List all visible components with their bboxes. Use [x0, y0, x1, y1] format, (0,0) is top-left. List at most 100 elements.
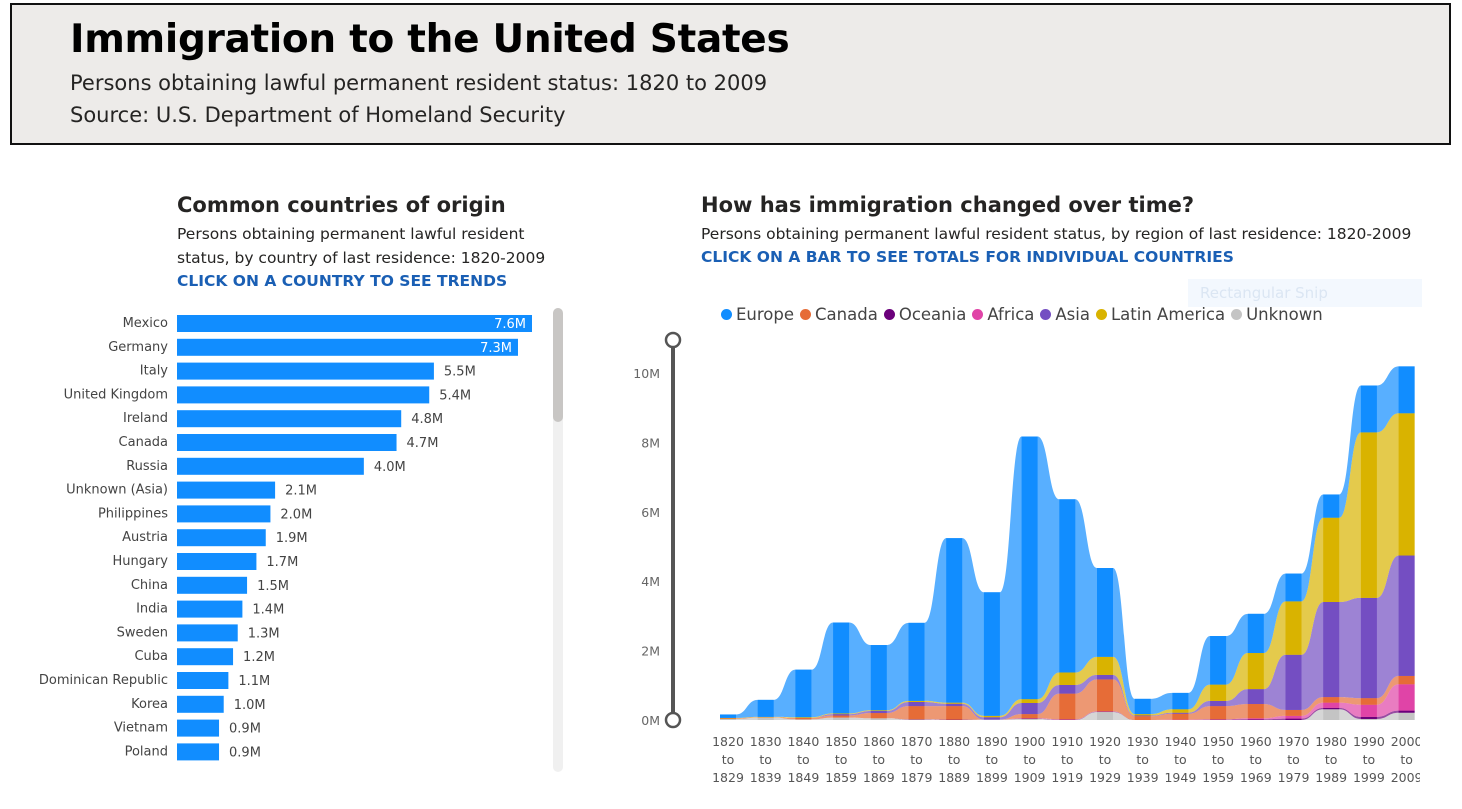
bar-category-label[interactable]: Ireland [123, 411, 168, 426]
segment-canada[interactable] [795, 717, 812, 720]
bar-category-label[interactable]: Sweden [117, 625, 168, 640]
segment-asia[interactable] [1172, 712, 1189, 714]
legend-item-oceania[interactable]: Oceania [883, 305, 966, 324]
segment-europe[interactable] [1285, 573, 1302, 602]
segment-europe[interactable] [720, 714, 736, 718]
bar-philippines[interactable] [177, 505, 271, 523]
segment-latin-america[interactable] [908, 700, 925, 702]
legend-item-latin-america[interactable]: Latin America [1095, 305, 1225, 324]
legend-item-unknown[interactable]: Unknown [1231, 305, 1323, 324]
segment-latin-america[interactable] [1172, 709, 1189, 713]
ribbon-unknown[interactable] [720, 709, 1415, 720]
legend-item-europe[interactable]: Europe [721, 305, 794, 324]
segment-africa[interactable] [1247, 718, 1264, 720]
bar-category-label[interactable]: Austria [122, 530, 168, 545]
segment-europe[interactable] [757, 699, 774, 717]
bar-category-label[interactable]: India [136, 602, 168, 617]
segment-unknown[interactable] [1021, 718, 1038, 720]
bar-category-label[interactable]: Vietnam [114, 721, 168, 736]
segment-canada[interactable] [1210, 706, 1227, 720]
segment-africa[interactable] [1285, 715, 1302, 719]
segment-europe[interactable] [1247, 613, 1264, 654]
bar-india[interactable] [177, 600, 243, 618]
bar-category-label[interactable]: Italy [140, 364, 169, 379]
segment-asia[interactable] [1247, 689, 1264, 705]
segment-oceania[interactable] [1323, 707, 1340, 710]
segment-asia[interactable] [870, 710, 887, 714]
segment-europe[interactable] [946, 538, 963, 703]
bar-category-label[interactable]: Germany [108, 340, 168, 355]
segment-canada[interactable] [870, 713, 887, 719]
segment-latin-america[interactable] [983, 715, 1000, 718]
legend-item-canada[interactable]: Canada [800, 305, 878, 324]
bar-germany[interactable] [177, 338, 518, 356]
segment-unknown[interactable] [833, 717, 850, 720]
bar-korea[interactable] [177, 695, 224, 713]
segment-europe[interactable] [1097, 568, 1113, 657]
segment-canada[interactable] [1398, 675, 1415, 685]
segment-latin-america[interactable] [795, 717, 812, 718]
bar-unknown-asia-[interactable] [177, 481, 276, 499]
segment-canada[interactable] [1247, 704, 1264, 719]
segment-europe[interactable] [908, 622, 925, 701]
segment-canada[interactable] [1134, 716, 1151, 720]
segment-latin-america[interactable] [1134, 714, 1151, 716]
segment-latin-america[interactable] [946, 702, 963, 704]
segment-canada[interactable] [908, 706, 925, 720]
bar-category-label[interactable]: Cuba [134, 649, 168, 664]
bar-chart-scrollbar[interactable] [553, 308, 563, 772]
bar-mexico[interactable] [177, 315, 532, 332]
segment-canada[interactable] [1059, 693, 1076, 720]
bar-canada[interactable] [177, 434, 397, 451]
segment-asia[interactable] [1097, 674, 1113, 680]
segment-asia[interactable] [946, 703, 963, 707]
segment-unknown[interactable] [1398, 712, 1415, 720]
segment-latin-america[interactable] [1210, 684, 1227, 701]
segment-europe[interactable] [1210, 636, 1227, 685]
segment-latin-america[interactable] [1398, 413, 1415, 556]
segment-latin-america[interactable] [1323, 517, 1340, 603]
segment-canada[interactable] [1021, 714, 1038, 719]
segment-unknown[interactable] [757, 717, 774, 720]
bar-category-label[interactable]: Mexico [123, 316, 168, 331]
segment-latin-america[interactable] [1097, 656, 1113, 675]
bar-category-label[interactable]: Unknown (Asia) [66, 483, 168, 498]
bar-category-label[interactable]: United Kingdom [64, 387, 168, 402]
segment-asia[interactable] [1323, 602, 1340, 698]
segment-europe[interactable] [1323, 494, 1340, 518]
scrollbar-thumb[interactable] [553, 308, 563, 422]
segment-europe[interactable] [1398, 366, 1415, 414]
segment-europe[interactable] [1059, 499, 1076, 673]
segment-oceania[interactable] [1398, 710, 1415, 713]
segment-asia[interactable] [983, 717, 1000, 720]
segment-latin-america[interactable] [1059, 672, 1076, 685]
segment-unknown[interactable] [1360, 718, 1377, 720]
ribbon-oceania[interactable] [720, 707, 1415, 720]
bar-russia[interactable] [177, 457, 364, 475]
bar-category-label[interactable]: China [131, 578, 168, 593]
bar-hungary[interactable] [177, 553, 257, 570]
bar-category-label[interactable]: Poland [125, 744, 168, 759]
bar-category-label[interactable]: Korea [131, 697, 168, 712]
segment-latin-america[interactable] [1285, 601, 1302, 655]
segment-unknown[interactable] [1323, 709, 1340, 720]
segment-asia[interactable] [833, 714, 850, 716]
bar-category-label[interactable]: Philippines [98, 506, 168, 521]
bar-sweden[interactable] [177, 624, 238, 642]
bar-austria[interactable] [177, 529, 266, 547]
segment-canada[interactable] [1360, 698, 1377, 705]
segment-latin-america[interactable] [1360, 432, 1377, 598]
segment-unknown[interactable] [870, 718, 887, 720]
segment-unknown[interactable] [795, 719, 812, 720]
segment-asia[interactable] [1360, 597, 1377, 699]
segment-canada[interactable] [1097, 679, 1113, 712]
segment-unknown[interactable] [720, 718, 736, 720]
segment-unknown[interactable] [1097, 712, 1113, 720]
bar-poland[interactable] [177, 743, 220, 761]
bar-vietnam[interactable] [177, 719, 220, 737]
segment-canada[interactable] [1323, 697, 1340, 703]
segment-africa[interactable] [1323, 702, 1340, 708]
segment-asia[interactable] [908, 701, 925, 707]
bar-category-label[interactable]: Canada [119, 435, 168, 450]
segment-asia[interactable] [1059, 684, 1076, 694]
